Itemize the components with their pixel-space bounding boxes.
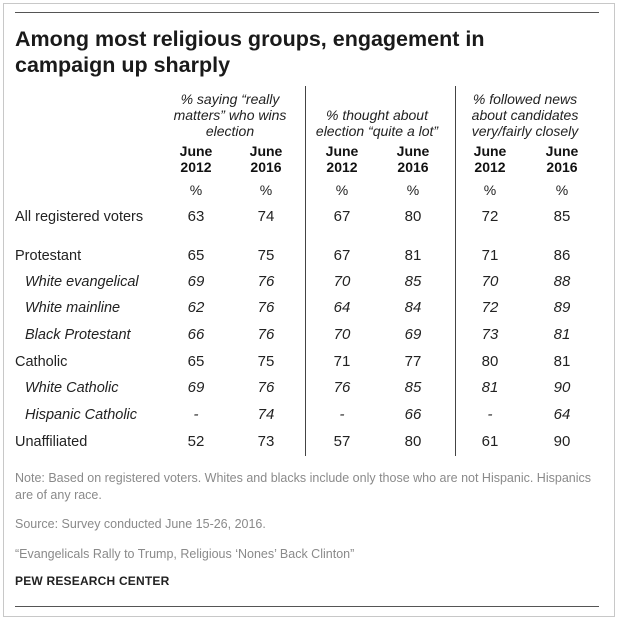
table-cell: 70 (333, 326, 351, 343)
row-label: White evangelical (25, 274, 139, 290)
column-header-6: 2016 (546, 159, 578, 175)
bottom-rule (15, 606, 599, 607)
table-cell: 57 (333, 433, 351, 450)
table-cell: 80 (481, 353, 499, 370)
table-cell: 65 (187, 247, 205, 264)
row-label: Black Protestant (25, 327, 131, 343)
unit-label: % (406, 182, 420, 198)
column-header-2: 2016 (250, 159, 282, 175)
column-group-header-1: election (205, 123, 255, 139)
row-label: Unaffiliated (15, 434, 88, 450)
row-label: Catholic (15, 354, 68, 370)
table-cell: 73 (481, 326, 499, 343)
table-cell: 76 (257, 299, 275, 316)
brand-name: PEW RESEARCH CENTER (15, 574, 170, 588)
table-cell: 67 (333, 247, 351, 264)
column-group-header-1: % saying “really (180, 91, 280, 107)
column-group-header-1: matters” who wins (173, 107, 287, 123)
table-cell: 85 (553, 208, 571, 225)
table-cell: 76 (257, 379, 275, 396)
figure-frame (3, 3, 615, 617)
row-label: White Catholic (25, 380, 119, 396)
column-header-4: June (396, 143, 430, 159)
column-header-2: June (249, 143, 283, 159)
table-cell: 86 (553, 247, 571, 264)
report-title: “Evangelicals Rally to Trump, Religious … (15, 547, 355, 561)
top-rule (15, 12, 599, 13)
row-label: White mainline (25, 300, 121, 316)
row-label: All registered voters (15, 209, 144, 225)
column-group-header-3: % followed news (472, 91, 578, 107)
table-cell: 75 (257, 353, 275, 370)
unit-label: % (259, 182, 273, 198)
row-label: Protestant (15, 248, 82, 264)
column-group-header-3: very/fairly closely (471, 123, 579, 139)
unit-label: % (189, 182, 203, 198)
table-cell: 72 (481, 208, 499, 225)
column-header-1: 2012 (180, 159, 212, 175)
table-cell: 73 (257, 433, 275, 450)
table-cell: 61 (481, 433, 499, 450)
column-group-header-2: % thought about (326, 107, 428, 123)
table-cell: 66 (404, 406, 422, 423)
column-divider-1 (305, 86, 306, 456)
table-cell: 70 (333, 273, 351, 290)
table-cell: 80 (404, 208, 422, 225)
chart-title: Among most religious groups, engagement … (15, 27, 485, 77)
table-cell: 66 (187, 326, 205, 343)
table-cell: 89 (553, 299, 571, 316)
row-label: Hispanic Catholic (25, 407, 138, 423)
table-cell: 64 (333, 299, 351, 316)
table-cell: 90 (553, 433, 571, 450)
table-cell: 76 (257, 273, 275, 290)
column-divider-2 (455, 86, 456, 456)
table-cell: 90 (553, 379, 571, 396)
column-header-3: June (325, 143, 359, 159)
table-cell: 85 (404, 379, 422, 396)
table-cell: 69 (404, 326, 422, 343)
table-cell: - (193, 406, 199, 423)
table-cell: 88 (553, 273, 571, 290)
table-cell: 52 (187, 433, 205, 450)
table-cell: 81 (553, 353, 571, 370)
table-cell: 62 (187, 299, 205, 316)
table-cell: 76 (333, 379, 351, 396)
table-cell: 80 (404, 433, 422, 450)
table-cell: 84 (404, 299, 422, 316)
column-header-5: June (473, 143, 507, 159)
table-cell: 69 (187, 379, 205, 396)
table-cell: 70 (481, 273, 499, 290)
column-group-header-3: about candidates (471, 107, 579, 123)
source-text: Source: Survey conducted June 15-26, 201… (15, 517, 266, 531)
table-cell: 65 (187, 353, 205, 370)
unit-label: % (555, 182, 569, 198)
column-group-header-2: election “quite a lot” (315, 123, 439, 139)
table-cell: 63 (187, 208, 205, 225)
table-cell: 74 (257, 208, 275, 225)
unit-label: % (335, 182, 349, 198)
table-cell: - (339, 406, 345, 423)
column-header-5: 2012 (474, 159, 506, 175)
column-header-1: June (179, 143, 213, 159)
table-cell: 81 (553, 326, 571, 343)
note-text: Note: Based on registered voters. Whites… (15, 471, 591, 502)
table-cell: 81 (481, 379, 499, 396)
column-header-3: 2012 (326, 159, 358, 175)
column-header-6: June (545, 143, 579, 159)
table-cell: 74 (257, 406, 275, 423)
table-cell: 71 (333, 353, 351, 370)
table-cell: - (487, 406, 493, 423)
table-cell: 64 (553, 406, 571, 423)
table-cell: 85 (404, 273, 422, 290)
table-cell: 69 (187, 273, 205, 290)
table-cell: 71 (481, 247, 499, 264)
unit-label: % (483, 182, 497, 198)
table-cell: 76 (257, 326, 275, 343)
table-cell: 77 (404, 353, 422, 370)
table-cell: 72 (481, 299, 499, 316)
table-cell: 81 (404, 247, 422, 264)
table-cell: 75 (257, 247, 275, 264)
column-header-4: 2016 (397, 159, 429, 175)
table-cell: 67 (333, 208, 351, 225)
